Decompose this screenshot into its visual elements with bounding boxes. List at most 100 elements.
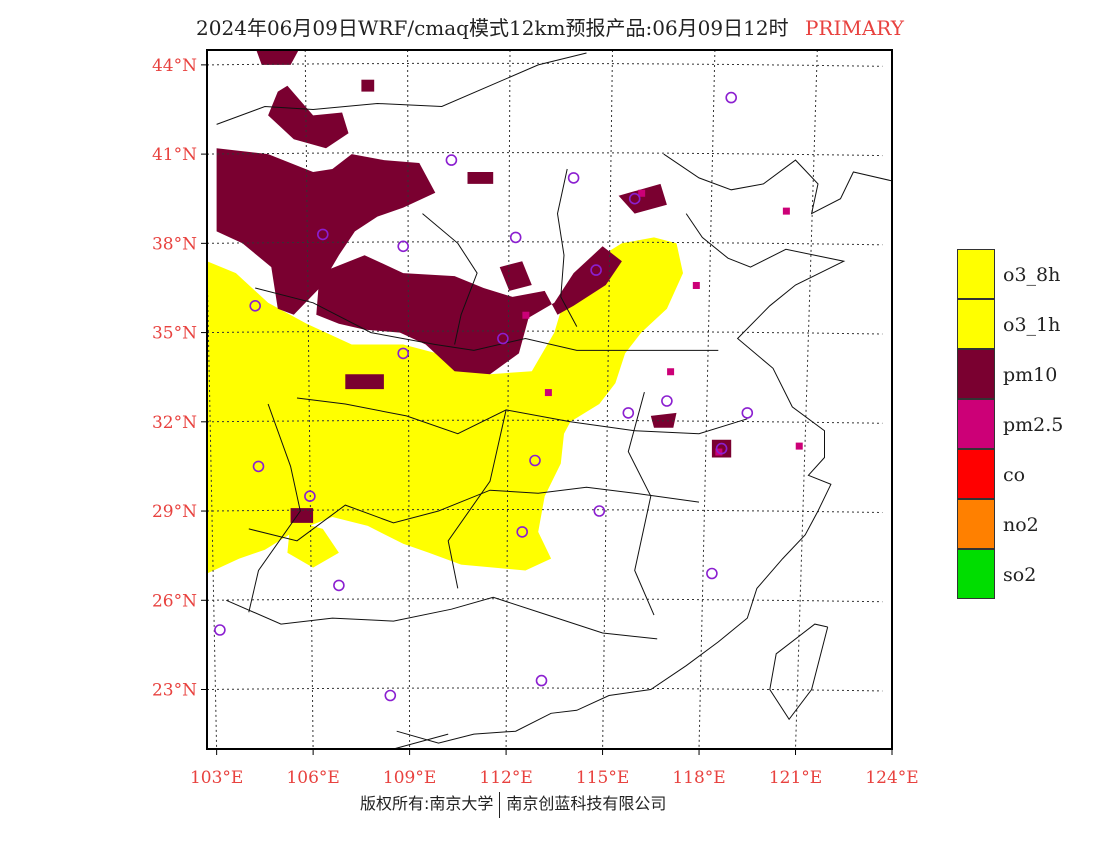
longitude-line (304, 50, 314, 749)
station-markers (214, 91, 754, 702)
border-jiangxi-east (627, 391, 655, 616)
legend-swatch-o3-1h (957, 299, 995, 349)
station-marker (516, 526, 529, 538)
station-marker (397, 240, 410, 253)
ozone-patch (287, 520, 339, 568)
map-title: 2024年06月09日WRF/cmaq模式12km预报产品:06月09日12时 … (0, 12, 1100, 41)
pm2-5-speck (667, 368, 675, 376)
lat-tick-label: 38°N (152, 234, 197, 254)
legend-swatch-no2 (957, 499, 995, 549)
border-hunan-west (447, 409, 507, 589)
longitude-line (407, 50, 411, 749)
longitude-line (698, 50, 716, 749)
longitude-line (795, 50, 818, 749)
station-marker (445, 154, 458, 166)
coastline-bohai-north (663, 153, 892, 215)
station-marker (397, 347, 410, 360)
legend-label-no2: no2 (1003, 514, 1039, 536)
station-marker (214, 624, 226, 636)
pm2-5-speck (795, 442, 803, 450)
station-marker (384, 689, 397, 702)
lat-tick-label: 41°N (152, 145, 197, 165)
station-marker (316, 228, 329, 241)
pm2-5-speck (544, 389, 552, 397)
lat-tick-label: 26°N (152, 591, 197, 611)
copyright-text: 版权所有:南京大学 (360, 794, 494, 813)
lon-tick-label: 112°E (479, 768, 532, 788)
station-marker (535, 674, 548, 687)
border-shanxi-west (422, 213, 478, 345)
border-south (226, 596, 658, 640)
station-marker (333, 579, 345, 592)
station-marker (622, 407, 635, 419)
station-marker (567, 172, 580, 184)
legend-swatch-so2 (957, 549, 995, 599)
border-yangtze (248, 486, 700, 542)
lon-tick-label: 109°E (383, 768, 436, 788)
station-marker (249, 299, 261, 312)
pm2-5-speck (692, 281, 700, 289)
longitude-line (505, 50, 511, 749)
pm10-region-loess (316, 246, 622, 375)
lon-tick-label: 106°E (286, 768, 339, 788)
lat-lon-graticule (207, 50, 892, 749)
lat-tick-label: 32°N (152, 413, 197, 433)
station-marker (715, 442, 728, 455)
pm10-patch-top (256, 50, 299, 65)
legend-swatch-pm10 (957, 349, 995, 399)
lat-tick-label: 29°N (152, 502, 197, 522)
pm10-patch-c (345, 374, 384, 390)
longitude-line (891, 736, 892, 749)
taiwan-outline (769, 623, 829, 721)
axis-ticks: 44°N 41°N 38°N 35°N 32°N 29°N 26°N 23°N 103°E 106… (152, 56, 919, 788)
primary-label: PRIMARY (804, 16, 904, 40)
station-marker (593, 505, 606, 517)
pm2-5-speck (782, 207, 790, 215)
station-marker (509, 231, 522, 244)
station-marker (252, 460, 265, 473)
lon-tick-label: 115°E (576, 768, 629, 788)
lat-tick-label: 44°N (152, 56, 197, 76)
border-shanxi-east (556, 168, 578, 327)
station-marker (497, 332, 509, 345)
coastline-east (396, 213, 846, 744)
ozone-region (207, 237, 683, 574)
latitude-line (207, 152, 883, 157)
lon-tick-label: 124°E (865, 768, 918, 788)
station-marker (590, 264, 602, 276)
legend-label-pm10: pm10 (1003, 364, 1058, 386)
legend-label-so2: so2 (1003, 564, 1037, 586)
border-mongolia (216, 52, 587, 125)
station-marker (628, 192, 641, 205)
pm10-patch-a (361, 79, 375, 92)
pm10-patch-beijing (618, 183, 667, 214)
lat-tick-label: 23°N (152, 681, 197, 701)
footer-divider (499, 791, 501, 818)
company-text: 南京创蓝科技有限公司 (506, 794, 667, 813)
legend-label-co: co (1003, 464, 1026, 486)
coastline-south (393, 733, 449, 749)
legend-swatch-o3-8h (957, 249, 995, 299)
legend-swatch-co (957, 449, 995, 499)
station-marker (661, 395, 673, 407)
station-marker (529, 454, 541, 467)
legend-swatch-pm2-5 (957, 399, 995, 449)
province-borders (216, 52, 892, 749)
longitude-line (602, 50, 613, 749)
latitude-line (207, 687, 883, 692)
station-marker (706, 567, 718, 580)
pm10-region-north (268, 85, 349, 149)
copyright-footer: 版权所有:南京大学 南京创蓝科技有限公司 (360, 790, 666, 818)
title-text: 2024年06月09日WRF/cmaq模式12km预报产品:06月09日12时 (196, 16, 789, 40)
pm10-patch-b (499, 261, 532, 291)
pm2-5-speck (522, 311, 530, 319)
border-sichuan-yunnan (248, 403, 301, 613)
pm10-patch-g (467, 172, 494, 184)
lon-tick-label: 103°E (190, 768, 243, 788)
latitude-line (207, 598, 883, 603)
station-marker (725, 91, 738, 104)
lon-tick-label: 121°E (769, 768, 822, 788)
pm2-5-speck (638, 189, 646, 197)
legend-label-pm2-5: pm2.5 (1003, 414, 1064, 436)
